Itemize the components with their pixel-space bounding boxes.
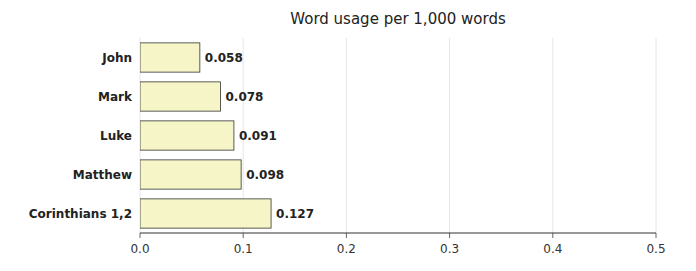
tick-mark: [243, 233, 244, 238]
tick-label: 0.5: [646, 242, 665, 256]
tick-mark: [140, 233, 141, 238]
tick-mark: [656, 233, 657, 238]
grid-line: [656, 38, 657, 233]
bar: [140, 199, 271, 228]
category-label: Luke: [100, 129, 132, 143]
tick-label: 0.4: [543, 242, 562, 256]
data-label: 0.127: [276, 207, 314, 221]
grid-line: [449, 38, 450, 233]
x-axis-line: [140, 233, 656, 234]
y-axis: Corinthians 1,2 Matthew Luke Mark John: [29, 51, 133, 221]
chart-title: Word usage per 1,000 words: [290, 10, 506, 28]
category-label: John: [101, 51, 132, 65]
bar: [140, 43, 200, 72]
data-label: 0.078: [225, 90, 263, 104]
bar: [140, 160, 241, 189]
grid-line: [552, 38, 553, 233]
data-label: 0.058: [205, 51, 243, 65]
category-label: Corinthians 1,2: [29, 207, 132, 221]
bar: [140, 82, 220, 111]
tick-mark: [449, 233, 450, 238]
data-label: 0.098: [246, 168, 284, 182]
data-labels: 0.127 0.098 0.091 0.078 0.058: [205, 51, 314, 221]
category-label: Matthew: [73, 168, 132, 182]
bar: [140, 121, 234, 150]
tick-label: 0.0: [130, 242, 149, 256]
tick-label: 0.2: [337, 242, 356, 256]
x-axis: 0.0 0.1 0.2 0.3 0.4 0.5: [130, 38, 665, 256]
tick-mark: [552, 233, 553, 238]
grid-line: [346, 38, 347, 233]
tick-mark: [346, 233, 347, 238]
tick-label: 0.3: [440, 242, 459, 256]
chart-container: Word usage per 1,000 words0.00.10.20.30.…: [0, 0, 696, 271]
tick-label: 0.1: [234, 242, 253, 256]
chart-svg: Word usage per 1,000 words0.00.10.20.30.…: [0, 0, 696, 271]
category-label: Mark: [98, 90, 133, 104]
data-label: 0.091: [239, 129, 277, 143]
